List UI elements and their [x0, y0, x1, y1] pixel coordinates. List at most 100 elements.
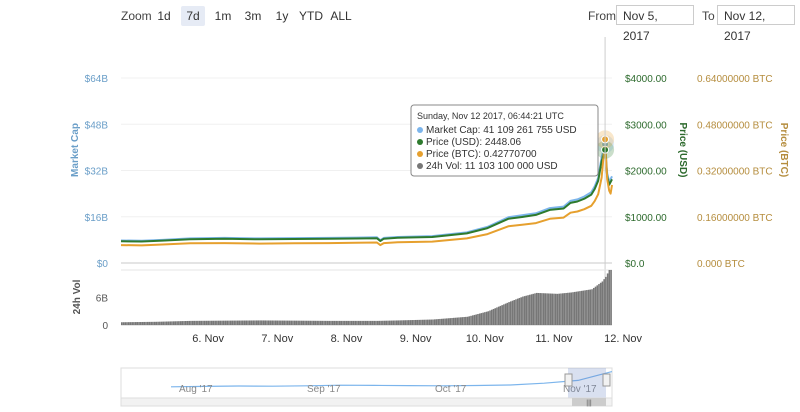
navigator-scrollbar-thumb [572, 398, 606, 406]
volume-bar [330, 320, 332, 325]
volume-bar [406, 320, 408, 325]
navigator-series-line [170, 371, 613, 388]
volume-bar [563, 293, 566, 325]
volume-bar [392, 320, 395, 325]
volume-bar [544, 293, 547, 325]
tooltip-box [410, 104, 599, 177]
volume-bar [437, 319, 439, 325]
volume-bar [364, 320, 367, 325]
volume-bar [356, 320, 358, 325]
volume-bar [340, 320, 343, 325]
volume-bar [134, 322, 137, 325]
volume-bar [203, 320, 206, 325]
navigator-left-handle [564, 373, 573, 387]
market-cap-axis-title: Market Cap [70, 123, 81, 177]
navigator-scrollbar [120, 397, 613, 407]
volume-bar [254, 320, 256, 325]
volume-bar [430, 319, 433, 325]
volume-bar [433, 319, 436, 325]
volume-bar [150, 321, 152, 325]
volume-bar [248, 320, 251, 325]
zoom-ytd-button[interactable]: YTD [299, 9, 323, 23]
volume-bar [452, 317, 455, 325]
from-date-input[interactable]: Nov 5, 2017 [616, 5, 694, 43]
volume-bar [432, 319, 434, 325]
volume-bar [219, 320, 222, 325]
volume-bar [247, 320, 249, 325]
volume-bar [318, 320, 320, 325]
volume-bar [573, 291, 576, 325]
navigator-month-label: Aug '17 [179, 384, 213, 395]
volume-bar [210, 320, 213, 325]
volume-bar [577, 291, 580, 325]
navigator-month-label: Sep '17 [307, 384, 341, 395]
volume-bar [312, 320, 315, 325]
volume-bar [240, 320, 242, 325]
price-usd-tick-label: $0.0 [625, 259, 645, 270]
volume-bar [205, 320, 208, 325]
volume-bar [333, 320, 336, 325]
volume-bar [440, 318, 443, 325]
volume-bar [297, 320, 299, 325]
price-btc-tick-label: 0.000 BTC [697, 259, 745, 270]
volume-bar [326, 320, 329, 325]
price-btc-line [120, 138, 613, 247]
toolbar: Zoom 1d 7d 1m 3m 1y YTD ALL From Nov 5, … [0, 0, 800, 43]
zoom-1d-button[interactable]: 1d [157, 9, 171, 23]
volume-bar [285, 320, 287, 325]
from-label: From [588, 9, 616, 23]
volume-bar [165, 321, 168, 325]
tooltip-row-text: Price (BTC): 0.42770700 [426, 149, 537, 160]
market-cap-tick-label: $48B [85, 120, 109, 131]
volume-bar [558, 293, 561, 325]
volume-bar [169, 321, 172, 325]
volume-bar [157, 321, 159, 325]
volume-bar [418, 319, 420, 325]
volume-bar [269, 320, 272, 325]
to-date-input[interactable]: Nov 12, 2017 [717, 5, 795, 43]
tooltip-row-text: 24h Vol: 11 103 100 000 USD [426, 161, 558, 172]
zoom-7d-button[interactable]: 7d [181, 6, 205, 26]
volume-bar [551, 293, 554, 325]
zoom-all-button[interactable]: ALL [330, 9, 352, 23]
volume-bar [159, 321, 161, 325]
volume-bar [267, 320, 270, 325]
volume-bar [490, 309, 493, 325]
volume-bar [300, 320, 303, 325]
x-tick-label: 11. Nov [535, 333, 573, 345]
zoom-3m-button[interactable]: 3m [244, 9, 262, 23]
volume-bar [191, 320, 194, 325]
volume-bar [492, 308, 495, 325]
volume-bar [357, 320, 360, 325]
to-label: To [702, 9, 715, 23]
zoom-1y-button[interactable]: 1y [275, 9, 289, 23]
volume-bar [229, 320, 232, 325]
navigator-frame [120, 367, 613, 399]
volume-bar [181, 321, 184, 325]
volume-bar [407, 320, 410, 325]
volume-bar [344, 320, 346, 325]
volume-bar [252, 320, 254, 325]
volume-bar [549, 293, 552, 325]
volume-bar [516, 298, 519, 325]
volume-bar [124, 322, 127, 325]
volume-bar [238, 320, 241, 325]
volume-axis-title: 24h Vol [72, 279, 83, 314]
navigator-selected-range [568, 368, 606, 398]
volume-bar [183, 321, 185, 325]
volume-bar [404, 320, 407, 325]
volume-bar [121, 322, 123, 325]
volume-bar [568, 292, 571, 325]
zoom-1m-button[interactable]: 1m [214, 9, 232, 23]
volume-bar [129, 322, 132, 325]
volume-bar [361, 320, 363, 325]
volume-bar [307, 320, 310, 325]
volume-bar [420, 319, 422, 325]
tooltip-row-text: Price (USD): 2448.06 [426, 137, 521, 148]
volume-bar [425, 319, 427, 325]
navigator-right-handle [602, 373, 611, 387]
volume-bar [592, 287, 595, 325]
series-layer [120, 37, 615, 325]
volume-bar [171, 321, 173, 325]
